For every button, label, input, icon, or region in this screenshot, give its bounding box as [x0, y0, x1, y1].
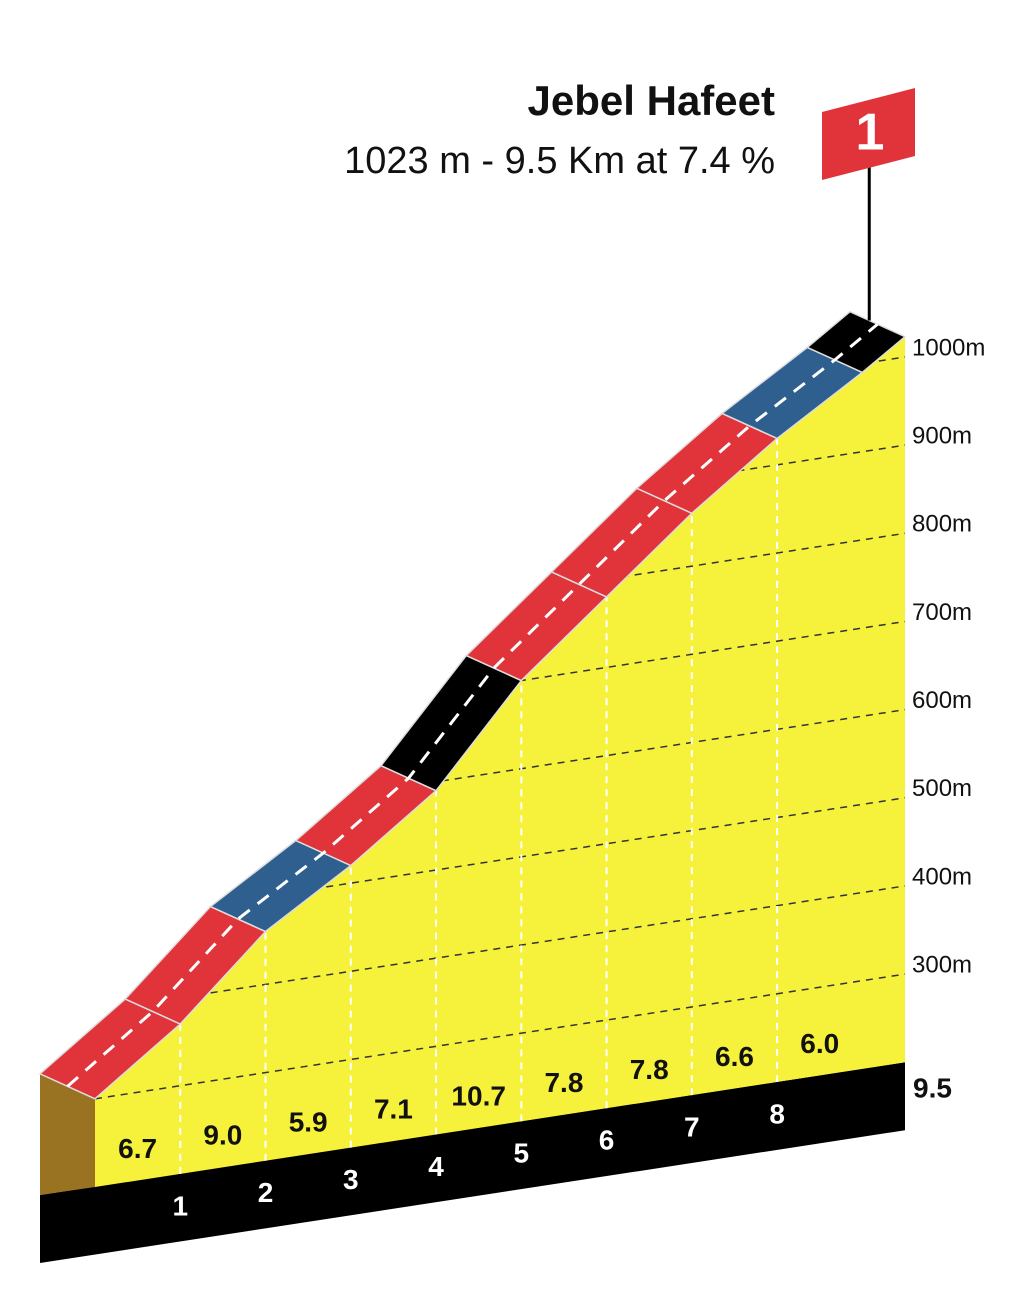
gradient-label: 7.1 — [374, 1093, 413, 1124]
side-face — [40, 1073, 95, 1195]
x-tick-label: 3 — [343, 1164, 359, 1195]
chart-title: Jebel Hafeet — [528, 77, 775, 124]
x-tick-label: 8 — [769, 1098, 785, 1129]
gradient-label: 10.7 — [451, 1080, 506, 1111]
y-tick-label: 400m — [912, 863, 972, 890]
gradient-label: 6.0 — [800, 1028, 839, 1059]
grid-line — [95, 885, 905, 1012]
grid-line — [95, 973, 905, 1100]
y-tick-label: 700m — [912, 599, 972, 626]
x-tick-label: 6 — [599, 1125, 615, 1156]
road-centerline — [66, 323, 879, 1088]
y-tick-label: 300m — [912, 951, 972, 978]
x-tick-label: 7 — [684, 1111, 700, 1142]
flag-label: 1 — [856, 104, 885, 162]
y-tick-label: 1000m — [912, 334, 985, 361]
gradient-label: 6.7 — [118, 1133, 157, 1164]
y-tick-label: 600m — [912, 687, 972, 714]
chart-subtitle: 1023 m - 9.5 Km at 7.4 % — [344, 140, 775, 182]
x-tick-label: 9.5 — [913, 1073, 952, 1104]
x-tick-label: 4 — [428, 1151, 444, 1182]
x-tick-label: 5 — [514, 1138, 530, 1169]
base-band — [40, 1062, 905, 1263]
gradient-label: 7.8 — [630, 1054, 669, 1085]
y-tick-label: 800m — [912, 511, 972, 538]
x-tick-label: 2 — [258, 1177, 274, 1208]
flag — [822, 88, 915, 180]
gradient-label: 5.9 — [289, 1107, 328, 1138]
y-tick-label: 500m — [912, 775, 972, 802]
profile-area — [95, 336, 905, 1188]
x-tick-label: 1 — [172, 1190, 188, 1221]
gradient-label: 9.0 — [203, 1120, 242, 1151]
y-tick-label: 900m — [912, 423, 972, 450]
gradient-label: 6.6 — [715, 1041, 754, 1072]
gradient-label: 7.8 — [544, 1067, 583, 1098]
